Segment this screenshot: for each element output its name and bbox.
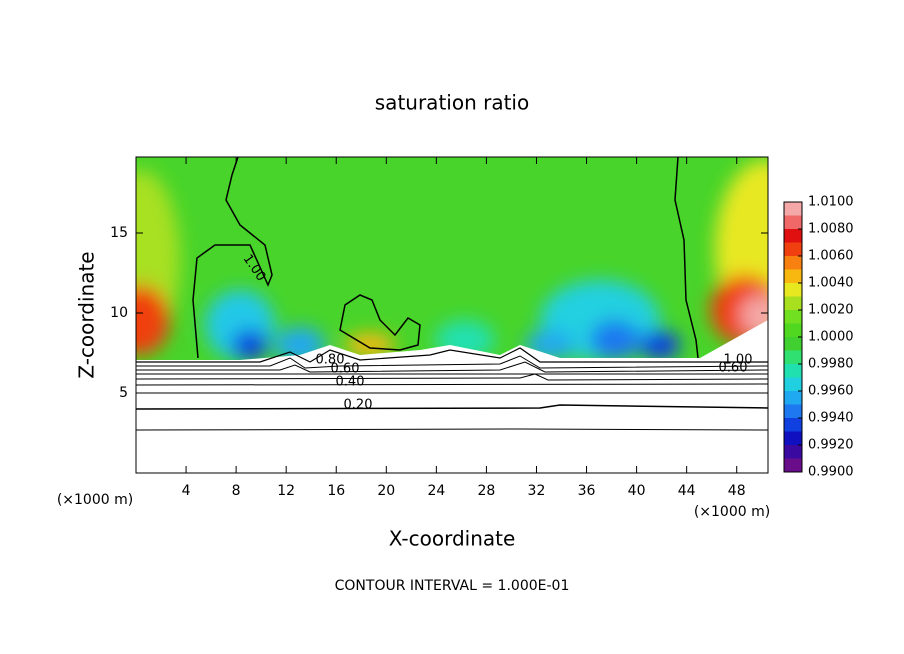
x-tick-label: 12 bbox=[277, 483, 295, 499]
plot-frame bbox=[135, 156, 769, 474]
colorbar-band bbox=[784, 431, 802, 445]
colorbar-tick-label: 0.9900 bbox=[808, 465, 854, 480]
x-tick-label: 24 bbox=[427, 483, 445, 499]
colorbar-tick-label: 1.0080 bbox=[808, 222, 854, 237]
colorbar-tick-label: 1.0000 bbox=[808, 330, 854, 345]
x-tick-label: 40 bbox=[628, 483, 646, 499]
contour-label: 1.00 bbox=[724, 353, 753, 368]
contour-label: 0.80 bbox=[316, 353, 345, 368]
colorbar-tick-label: 0.9980 bbox=[808, 357, 854, 372]
colorbar-band bbox=[784, 296, 802, 310]
x-tick-label: 44 bbox=[678, 483, 696, 499]
colorbar-band bbox=[784, 229, 802, 243]
colorbar-band bbox=[784, 364, 802, 378]
x-tick-label: 32 bbox=[528, 483, 546, 499]
x-tick-label: 4 bbox=[182, 483, 191, 499]
contour-label: 0.40 bbox=[336, 375, 365, 390]
chart-title: saturation ratio bbox=[375, 91, 529, 115]
x-tick-label: 20 bbox=[377, 483, 395, 499]
x-unit-label: (×1000 m) bbox=[57, 492, 133, 508]
x-axis-label: X-coordinate bbox=[389, 527, 516, 551]
x-tick-label: 8 bbox=[232, 483, 241, 499]
colorbar-band bbox=[784, 458, 802, 472]
colorbar-tick-label: 1.0100 bbox=[808, 195, 854, 210]
contour-label: 0.60 bbox=[719, 361, 748, 376]
colorbar-band bbox=[784, 215, 802, 229]
colorbar-band bbox=[784, 445, 802, 459]
x-tick-label: 16 bbox=[327, 483, 345, 499]
x-tick-label: 28 bbox=[478, 483, 496, 499]
contour-label: 0.20 bbox=[344, 398, 373, 413]
x-unit-label: (×1000 m) bbox=[694, 504, 770, 520]
colorbar-tick-label: 1.0060 bbox=[808, 249, 854, 264]
colorbar-band bbox=[784, 269, 802, 283]
colorbar-band bbox=[784, 404, 802, 418]
colorbar-band bbox=[784, 202, 802, 216]
footnote: CONTOUR INTERVAL = 1.000E-01 bbox=[335, 578, 570, 594]
contour-lines bbox=[135, 156, 769, 431]
contour-label: 0.60 bbox=[331, 362, 360, 377]
x-tick-label: 48 bbox=[728, 483, 746, 499]
y-axis-label: Z-coordinate bbox=[75, 251, 99, 378]
colorbar-band bbox=[784, 418, 802, 432]
colorbar-band bbox=[784, 337, 802, 351]
y-tick-label: 10 bbox=[110, 305, 128, 321]
colorbar-band bbox=[784, 310, 802, 324]
x-tick-label: 36 bbox=[578, 483, 596, 499]
colorbar-tick-label: 0.9960 bbox=[808, 384, 854, 399]
field bbox=[136, 157, 768, 473]
y-tick-label: 5 bbox=[119, 385, 128, 401]
colorbar-tick-label: 1.0040 bbox=[808, 276, 854, 291]
colorbar-band bbox=[784, 256, 802, 270]
colorbar-band bbox=[784, 283, 802, 297]
colorbar-band bbox=[784, 350, 802, 364]
colorbar-band bbox=[784, 242, 802, 256]
colorbar-tick-label: 1.0020 bbox=[808, 303, 854, 318]
y-tick-label: 15 bbox=[110, 225, 128, 241]
colorbar-band bbox=[784, 323, 802, 337]
colorbar-tick-label: 0.9940 bbox=[808, 411, 854, 426]
colorbar-band bbox=[784, 391, 802, 405]
colorbar-band bbox=[784, 377, 802, 391]
colorbar-tick-label: 0.9920 bbox=[808, 438, 854, 453]
